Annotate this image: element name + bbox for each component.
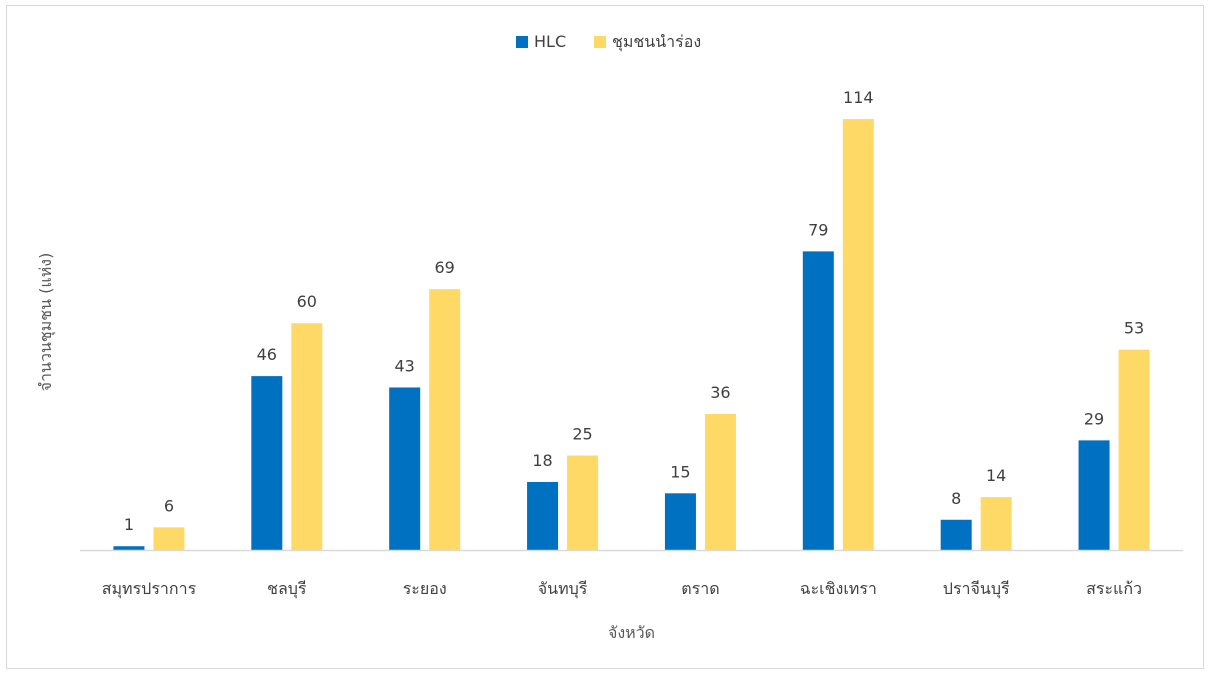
bar-group	[113, 119, 1150, 550]
data-label: 18	[532, 451, 552, 470]
x-tick-label: ปราจีนบุรี	[943, 579, 1010, 599]
x-tick-label: จันทบุรี	[538, 579, 588, 599]
data-label: 14	[986, 466, 1006, 485]
data-label: 36	[710, 383, 730, 402]
data-label: 8	[951, 489, 961, 508]
data-label: 43	[395, 356, 415, 375]
bar-pilot-7	[1118, 349, 1150, 550]
data-label-group: 1 6 46 60 43 69 18 25 15 36 79 114 8 14 29 53	[124, 88, 1144, 534]
data-label: 29	[1084, 409, 1104, 428]
x-tick-label-group: สมุทรปราการ ชลบุรี ระยอง จันทบุรี ตราด ฉะเชิง…	[102, 579, 1142, 599]
legend-label-hlc: HLC	[534, 32, 566, 51]
legend-label-pilot: ชุมชนนำร่อง	[612, 32, 701, 52]
bar-pilot-4	[704, 413, 736, 550]
data-label: 6	[164, 496, 174, 515]
bar-hlc-3	[527, 481, 559, 550]
data-label: 46	[257, 345, 277, 364]
bar-hlc-5	[802, 251, 834, 550]
data-label: 15	[670, 462, 690, 481]
bar-hlc-4	[664, 493, 696, 550]
data-label: 114	[843, 88, 874, 107]
bar-hlc-0	[113, 546, 145, 550]
x-axis-title: จังหวัด	[608, 623, 655, 642]
data-label: 69	[435, 258, 455, 277]
x-tick-label: สระแก้ว	[1086, 579, 1142, 598]
data-label: 79	[808, 220, 828, 239]
data-label: 25	[572, 425, 592, 444]
bar-hlc-6	[940, 519, 972, 550]
bar-hlc-7	[1078, 440, 1110, 550]
chart-frame	[6, 5, 1204, 669]
data-label: 1	[124, 515, 134, 534]
bar-pilot-6	[980, 497, 1012, 550]
data-label: 53	[1124, 319, 1144, 338]
bar-pilot-2	[429, 289, 461, 550]
y-axis-title: จำนวนชุมชน (แห่ง)	[36, 253, 56, 392]
bar-pilot-3	[567, 455, 599, 550]
x-tick-label: สมุทรปราการ	[102, 579, 197, 599]
legend: HLC ชุมชนนำร่อง	[516, 32, 701, 52]
x-tick-label: ระยอง	[403, 579, 447, 598]
x-tick-label: ฉะเชิงเทรา	[800, 579, 877, 598]
bar-hlc-2	[389, 387, 421, 550]
legend-swatch-hlc	[516, 36, 528, 48]
data-label: 60	[297, 292, 317, 311]
legend-swatch-pilot	[594, 36, 606, 48]
bar-pilot-5	[842, 119, 874, 550]
x-tick-label: ตราด	[681, 579, 719, 598]
bar-pilot-1	[291, 323, 323, 550]
x-tick-label: ชลบุรี	[267, 579, 307, 599]
bar-hlc-1	[251, 376, 283, 550]
bar-pilot-0	[153, 527, 185, 550]
